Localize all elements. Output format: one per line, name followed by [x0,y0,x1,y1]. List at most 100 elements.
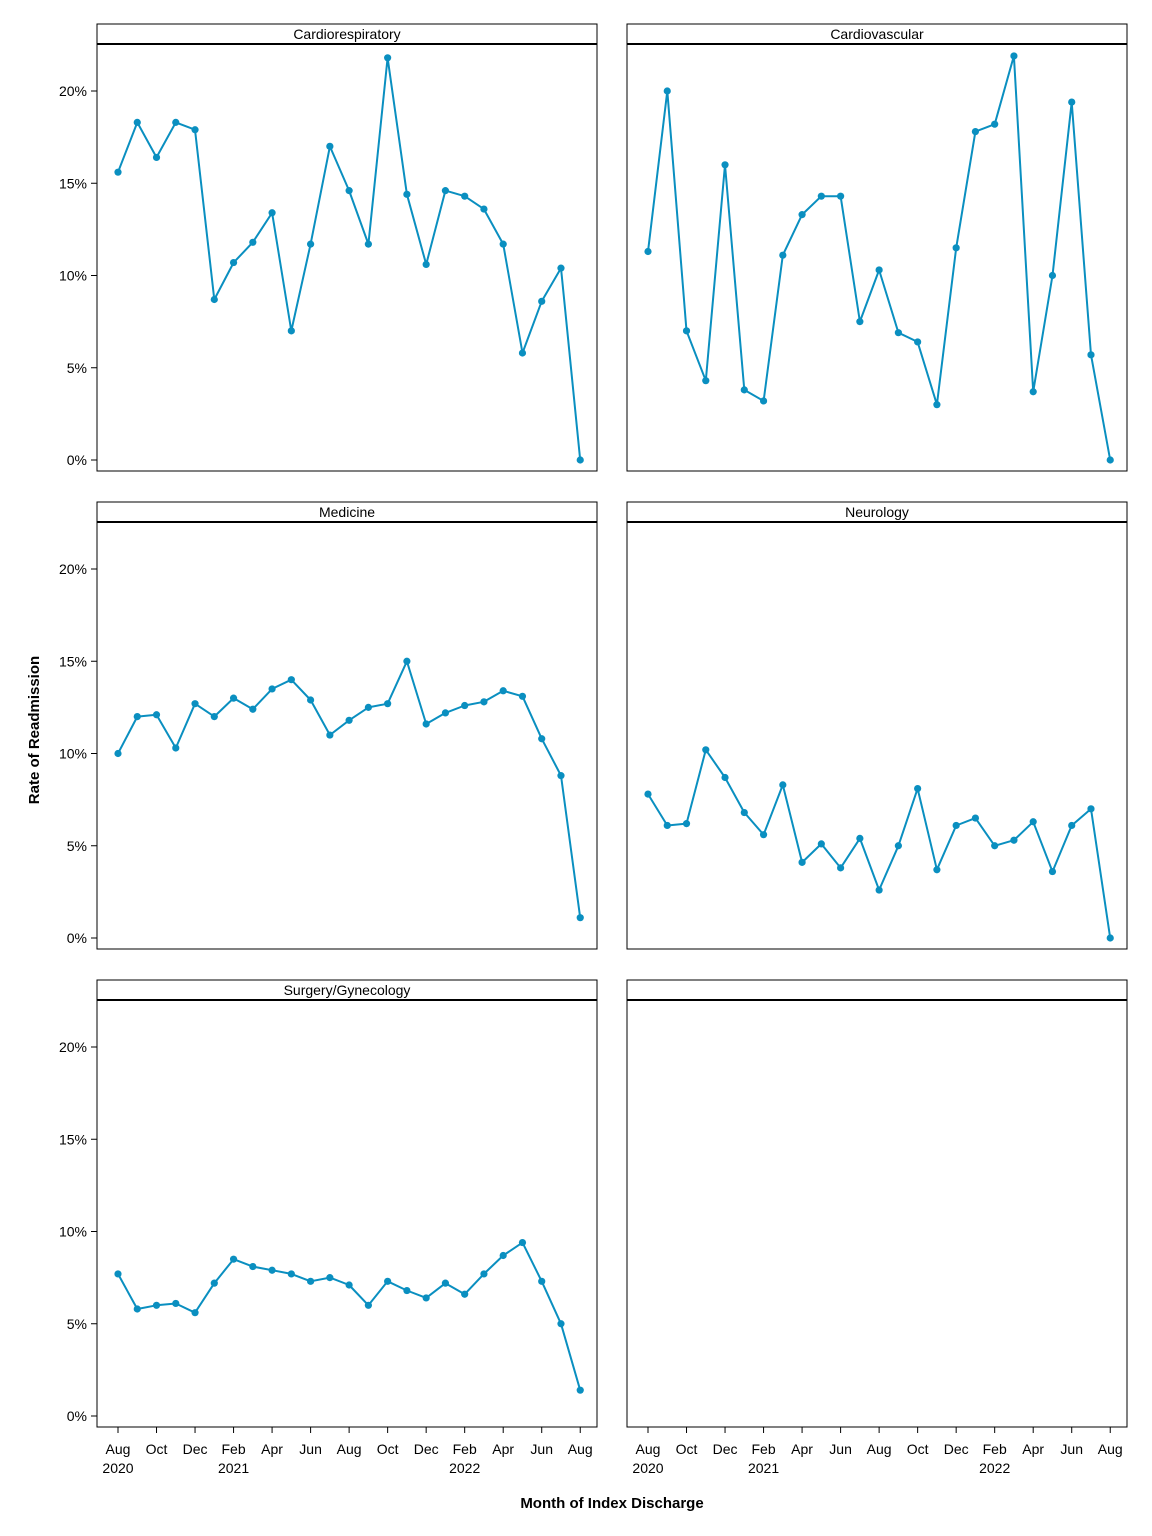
data-point [480,698,488,706]
data-point [480,1270,488,1278]
x-tick-label: Dec [183,1441,208,1457]
series-line [647,748,1112,939]
data-point [345,187,353,195]
panel-surgery-gynecology: Surgery/Gynecology 0% 5% 10% 15% 20% Aug 2020 Oc… [59,979,598,1476]
y-tick-label: 5% [67,838,87,854]
panel-frame [626,999,1128,1428]
panel-title: Medicine [319,504,375,520]
data-point [538,735,546,743]
data-point [576,456,584,464]
x-tick-label: Aug [106,1441,131,1457]
data-point [644,247,652,256]
data-point [499,240,507,248]
data-point [1068,821,1076,830]
data-point [114,1270,122,1278]
data-point [210,295,218,304]
data-point [172,744,180,752]
x-tick-label: Aug [568,1441,593,1457]
x-tick-label: Feb [983,1441,1007,1457]
data-point [557,264,565,272]
x-tick-label: Dec [414,1441,439,1457]
data-point [249,238,257,246]
data-point [249,705,257,713]
data-point [1068,98,1076,106]
data-point [914,784,922,793]
data-point [837,864,845,872]
data-point [114,168,122,176]
data-point [422,260,430,269]
y-tick-label: 15% [59,175,87,191]
data-point [518,349,527,357]
data-point [1010,836,1018,844]
data-point [268,1266,276,1274]
series-line [117,56,582,461]
data-point [172,1299,180,1308]
data-point [702,377,710,385]
data-point [210,1279,218,1287]
data-point [326,731,334,739]
x-tick-label: Oct [146,1441,168,1457]
x-tick-label: Apr [261,1441,283,1457]
data-point [422,720,430,728]
x-tick-year-label: 2020 [632,1460,663,1476]
data-point [461,1290,469,1298]
data-point [441,709,450,717]
x-tick-label: Jun [530,1441,553,1457]
x-tick-label: Oct [907,1441,929,1457]
data-point [172,118,180,126]
data-point [268,209,276,217]
data-point [133,118,141,126]
data-point [971,814,980,822]
data-point [287,676,295,684]
x-tick-label: Aug [337,1441,362,1457]
data-point [307,696,315,704]
data-point [384,700,392,708]
data-point [114,749,122,758]
data-point [779,251,787,259]
data-point [538,1277,546,1285]
data-point [461,192,469,200]
data-point [326,1274,334,1282]
data-point [403,657,411,665]
data-point [557,1320,565,1328]
data-point [1029,388,1037,396]
panel-frame [96,43,598,472]
data-point [1087,805,1095,813]
data-point [210,713,218,721]
data-point [1106,934,1114,942]
data-point [364,240,372,248]
data-point [1087,351,1095,359]
data-point [152,711,161,719]
x-tick-label: Dec [713,1441,738,1457]
data-point [933,401,941,409]
data-point [133,1305,141,1313]
data-point [518,692,527,700]
data-point [817,192,825,200]
data-point [191,1309,199,1317]
data-point [268,685,276,693]
data-point [518,1238,527,1247]
data-point [933,866,941,874]
data-point [894,842,902,850]
y-axis-label: Rate of Readmission [26,656,43,804]
data-point [798,858,806,866]
x-tick-year-label: 2020 [102,1460,133,1476]
data-point [557,772,565,780]
data-point [287,327,295,335]
data-point [191,700,199,708]
data-point [817,840,825,848]
data-point [644,790,652,798]
series-line [117,1241,582,1391]
data-point [229,258,238,267]
data-point [663,87,671,95]
x-tick-year-label: 2021 [748,1460,779,1476]
y-tick-label: 0% [67,930,87,946]
y-tick-label: 15% [59,653,87,669]
data-point [1106,456,1114,464]
panel-frame [96,521,598,950]
x-tick-label: Jun [1060,1441,1083,1457]
data-point [914,338,922,346]
panel-title: Neurology [845,504,909,520]
panel-frame [626,521,1128,950]
data-point [702,746,710,754]
